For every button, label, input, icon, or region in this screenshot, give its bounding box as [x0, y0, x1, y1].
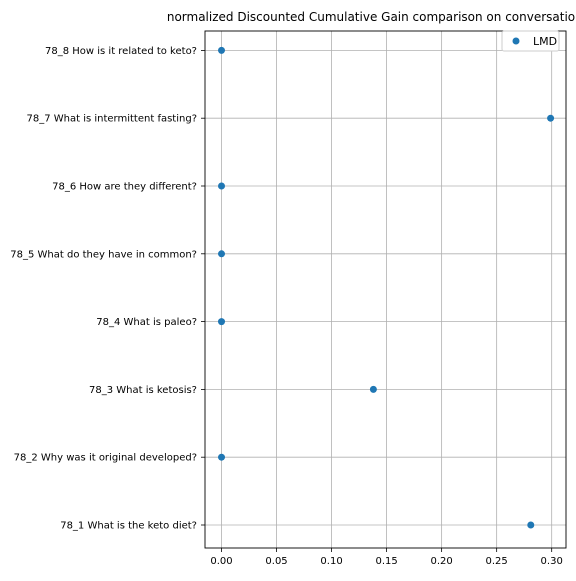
- data-point: [218, 250, 226, 258]
- x-axis-ticks: 0.00 0.05 0.10 0.15 0.20 0.25 0.30: [210, 548, 563, 567]
- data-point: [527, 521, 535, 529]
- x-tick-label: 0.15: [375, 556, 397, 567]
- x-tick-label: 0.30: [541, 556, 563, 567]
- data-point: [218, 46, 226, 54]
- x-tick-label: 0.00: [210, 556, 232, 567]
- y-tick-label: 78_5 What do they have in common?: [10, 249, 197, 260]
- x-tick-label: 0.05: [265, 556, 287, 567]
- y-tick-label: 78_3 What is ketosis?: [89, 385, 197, 396]
- plot-frame: [204, 30, 567, 549]
- y-tick-label: 78_6 How are they different?: [52, 182, 197, 193]
- legend-label: LMD: [533, 35, 557, 48]
- x-tick-label: 0.20: [430, 556, 452, 567]
- y-tick-label: 78_7 What is intermittent fasting?: [26, 114, 197, 125]
- scatter-points: [218, 46, 555, 529]
- x-tick-label: 0.10: [320, 556, 342, 567]
- chart-title: normalized Discounted Cumulative Gain co…: [167, 10, 575, 24]
- y-tick-label: 78_2 Why was it original developed?: [14, 453, 197, 464]
- legend-marker: [512, 37, 520, 45]
- y-tick-label: 78_8 How is it related to keto?: [45, 46, 197, 57]
- data-point: [218, 182, 226, 190]
- data-point: [218, 453, 226, 461]
- data-point: [547, 114, 555, 122]
- legend-box: [501, 30, 560, 52]
- data-point: [369, 385, 377, 393]
- data-point: [218, 318, 226, 326]
- y-axis-ticks: 78_1 What is the keto diet? 78_2 Why was …: [10, 46, 205, 532]
- grid: [205, 31, 566, 548]
- x-tick-label: 0.25: [486, 556, 508, 567]
- y-tick-label: 78_4 What is paleo?: [96, 317, 197, 328]
- y-tick-label: 78_1 What is the keto diet?: [60, 521, 197, 532]
- legend: LMD: [501, 30, 560, 52]
